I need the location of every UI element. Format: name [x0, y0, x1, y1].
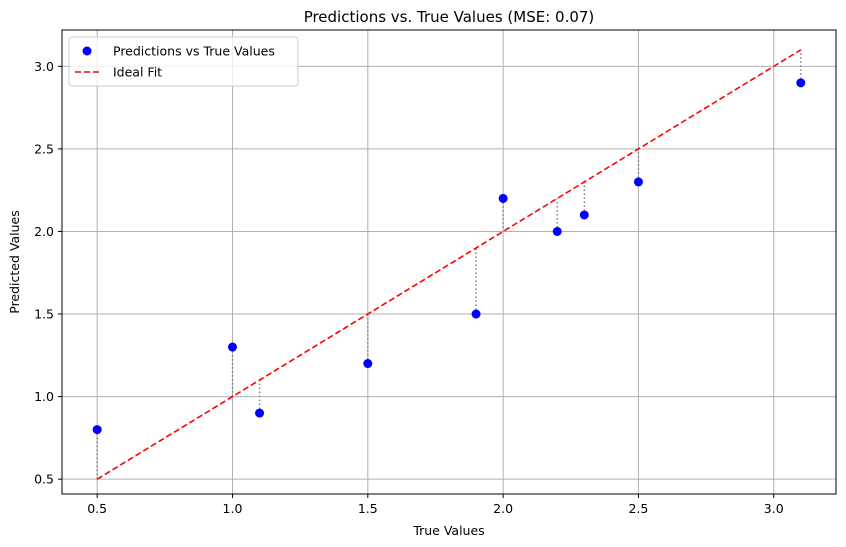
x-axis-label: True Values	[412, 523, 484, 538]
x-tick-label: 3.0	[764, 501, 784, 516]
y-tick-label: 2.0	[34, 224, 54, 239]
data-point	[579, 210, 589, 220]
y-axis-label: Predicted Values	[7, 210, 22, 314]
ticks: 0.5 1.0 1.5 2.0 2.5 3.0 0.5 1.0 1.5 2.0 2.5 3.0	[34, 59, 784, 516]
legend: Predictions vs True Values Ideal Fit	[68, 36, 299, 87]
scatter-points	[92, 78, 806, 435]
data-point	[227, 342, 237, 352]
residual-lines	[96, 49, 802, 480]
ideal-fit-line	[96, 49, 802, 480]
data-point	[498, 193, 508, 203]
y-tick-label: 2.5	[34, 141, 54, 156]
plot-area-frame	[61, 29, 837, 495]
data-point	[633, 177, 643, 187]
legend-box	[68, 36, 299, 87]
y-tick-label: 0.5	[34, 472, 54, 487]
data-point	[92, 425, 102, 435]
chart-title: Predictions vs. True Values (MSE: 0.07)	[304, 8, 595, 26]
data-point	[796, 78, 806, 88]
x-tick-label: 2.5	[628, 501, 648, 516]
x-tick-label: 1.0	[223, 501, 243, 516]
data-point	[363, 359, 373, 369]
legend-label-scatter: Predictions vs True Values	[113, 44, 275, 59]
legend-scatter-marker	[82, 46, 92, 56]
ideal-fit-layer	[96, 49, 802, 480]
x-tick-label: 1.5	[358, 501, 378, 516]
y-tick-label: 3.0	[34, 59, 54, 74]
data-point	[552, 226, 562, 236]
data-point	[255, 408, 265, 418]
x-tick-label: 2.0	[493, 501, 513, 516]
x-tick-label: 0.5	[87, 501, 107, 516]
y-tick-label: 1.0	[34, 389, 54, 404]
legend-label-ideal-fit: Ideal Fit	[113, 65, 162, 80]
data-point	[471, 309, 481, 319]
y-tick-label: 1.5	[34, 307, 54, 322]
